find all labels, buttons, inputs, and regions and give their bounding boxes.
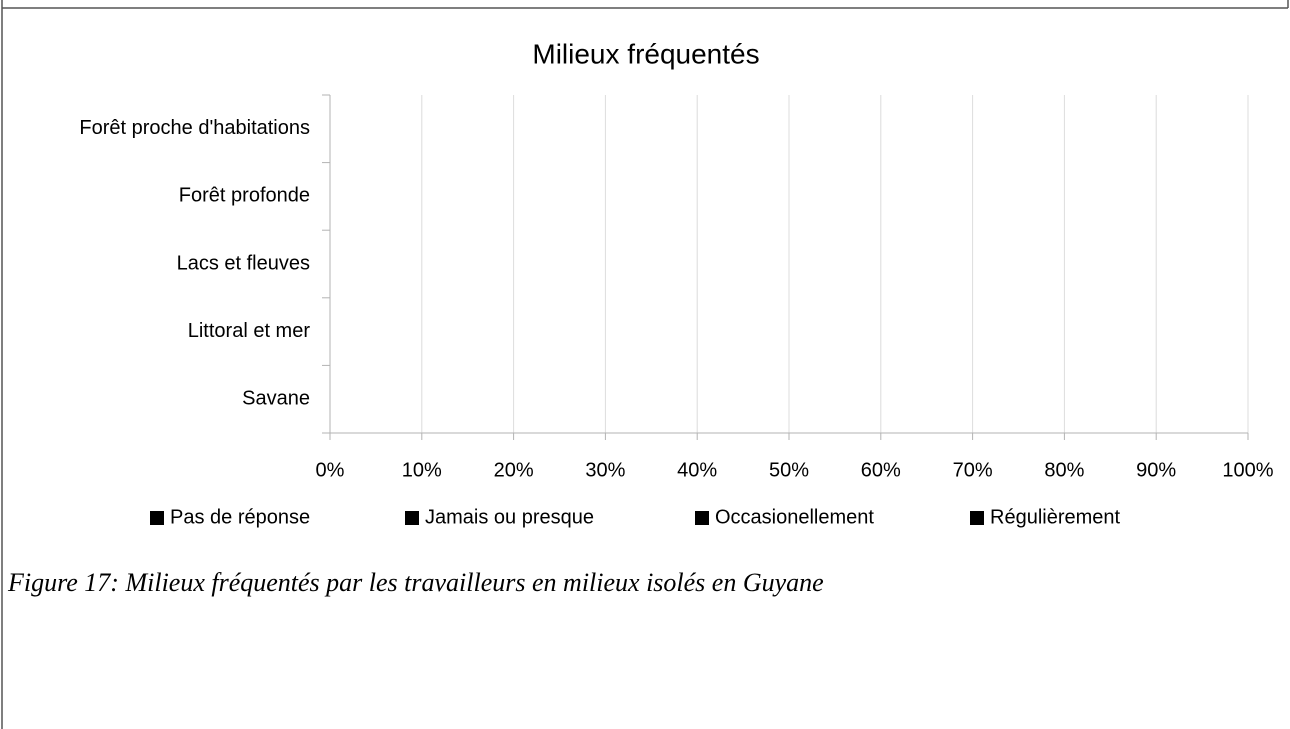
x-tick-label: 20% xyxy=(494,459,534,481)
x-tick-label: 80% xyxy=(1044,459,1084,481)
legend-label: Pas de réponse xyxy=(170,506,310,528)
legend-label: Jamais ou presque xyxy=(425,506,594,528)
x-tick-label: 30% xyxy=(585,459,625,481)
legend-swatch xyxy=(150,511,164,525)
y-tick-label: Littoral et mer xyxy=(188,320,311,342)
x-tick-label: 50% xyxy=(769,459,809,481)
legend-label: Occasionellement xyxy=(715,506,874,528)
caption: Figure 17: Milieux fréquentés par les tr… xyxy=(8,568,824,597)
legend-swatch xyxy=(970,511,984,525)
y-tick-label: Lacs et fleuves xyxy=(177,252,310,274)
x-tick-label: 90% xyxy=(1136,459,1176,481)
x-tick-label: 10% xyxy=(402,459,442,481)
chart-title: Milieux fréquentés xyxy=(532,38,759,69)
x-tick-label: 60% xyxy=(861,459,901,481)
x-tick-label: 0% xyxy=(316,459,345,481)
x-tick-label: 100% xyxy=(1222,459,1273,481)
legend-swatch xyxy=(405,511,419,525)
legend-swatch xyxy=(695,511,709,525)
y-tick-label: Savane xyxy=(242,387,310,409)
y-tick-label: Forêt profonde xyxy=(179,185,310,207)
y-tick-label: Forêt proche d'habitations xyxy=(79,117,310,139)
x-tick-label: 70% xyxy=(953,459,993,481)
legend-label: Régulièrement xyxy=(990,506,1121,528)
x-tick-label: 40% xyxy=(677,459,717,481)
